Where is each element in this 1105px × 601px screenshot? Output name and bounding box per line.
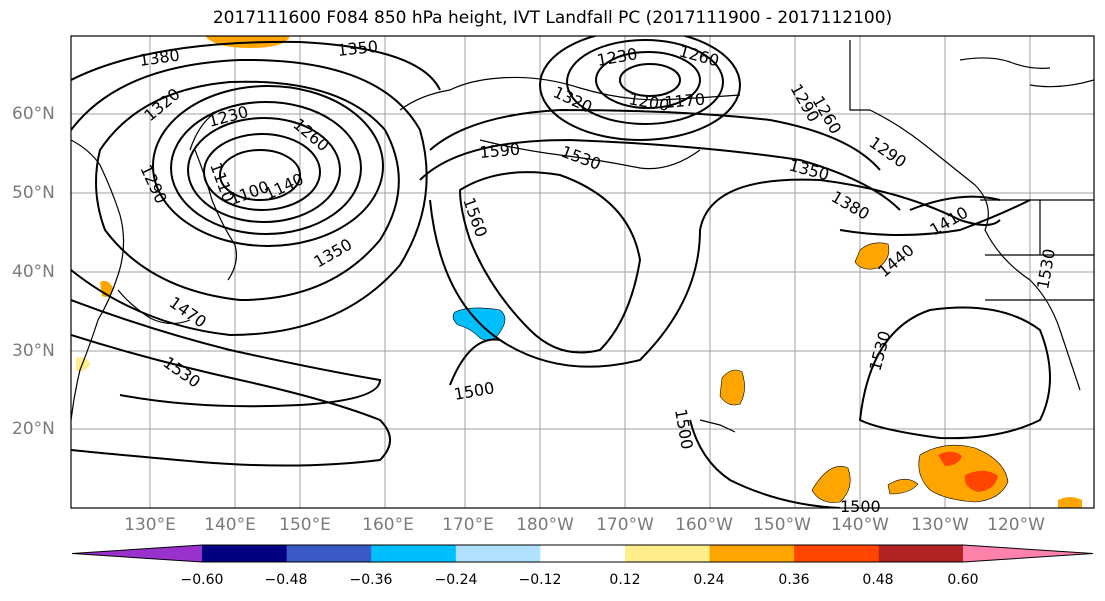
colorbar-segment <box>963 545 1093 562</box>
lon-label: 160°W <box>675 515 733 535</box>
colorbar-segment <box>202 545 288 562</box>
lat-label: 40°N <box>12 262 55 282</box>
colorbar-segment <box>540 545 626 562</box>
colorbar-tick-label: −0.36 <box>349 572 393 588</box>
contour-label: 1500 <box>840 497 881 516</box>
colorbar-tick-label: −0.60 <box>180 572 224 588</box>
lat-label: 30°N <box>12 341 55 361</box>
shade-s-orange-2 <box>887 478 919 495</box>
shade-s-orange-1 <box>811 466 851 503</box>
colorbar-tick-label: 0.12 <box>609 572 641 588</box>
shade-se-red <box>938 451 962 466</box>
lon-label: 140°E <box>204 515 256 535</box>
shade-s-orange-3 <box>1058 497 1082 508</box>
map-title: 2017111600 F084 850 hPa height, IVT Land… <box>212 8 893 28</box>
lon-label: 170°W <box>596 515 654 535</box>
colorbar-tick-label: 0.60 <box>947 572 979 588</box>
shade-east-orange-2 <box>719 369 745 406</box>
colorbar-tick-label: 0.24 <box>693 572 725 588</box>
colorbar-outline <box>71 544 1094 563</box>
contour-label: 1350 <box>336 37 378 60</box>
colorbar-tick-label: −0.24 <box>434 572 478 588</box>
lon-label: 150°W <box>753 515 811 535</box>
lon-label: 150°E <box>279 515 331 535</box>
shade-west-yellow <box>76 357 90 372</box>
colorbar-tick-label: 0.36 <box>778 572 810 588</box>
colorbar-tick-label: 0.48 <box>862 572 894 588</box>
colorbar-segment <box>286 545 372 562</box>
colorbar-segment <box>455 545 541 562</box>
contour-label: 1170 <box>664 90 706 112</box>
lat-label: 60°N <box>12 104 55 124</box>
lat-label: 50°N <box>12 183 55 203</box>
coastlines <box>71 40 1094 433</box>
lon-label: 120°W <box>987 515 1045 535</box>
colorbar-segment <box>625 545 711 562</box>
lon-label: 170°E <box>442 515 494 535</box>
lon-label: 140°W <box>831 515 889 535</box>
shade-se-red-2 <box>964 470 998 492</box>
height-contours <box>71 36 1051 508</box>
lon-label: 130°W <box>911 515 969 535</box>
colorbar-segment <box>878 545 964 562</box>
colorbar-segment <box>371 545 457 562</box>
colorbar-tick-label: −0.12 <box>518 572 562 588</box>
lon-label: 130°E <box>124 515 176 535</box>
colorbar-segment <box>72 545 202 562</box>
shade-east-orange-1 <box>854 242 890 270</box>
lat-label: 20°N <box>12 419 55 439</box>
lon-label: 160°E <box>362 515 414 535</box>
colorbar-segment <box>709 545 795 562</box>
contour-label: 1590 <box>479 140 521 162</box>
colorbar-segment <box>794 545 880 562</box>
colorbar-tick-label: −0.48 <box>264 572 308 588</box>
lon-label: 180°W <box>516 515 574 535</box>
map-frame <box>70 35 1095 509</box>
